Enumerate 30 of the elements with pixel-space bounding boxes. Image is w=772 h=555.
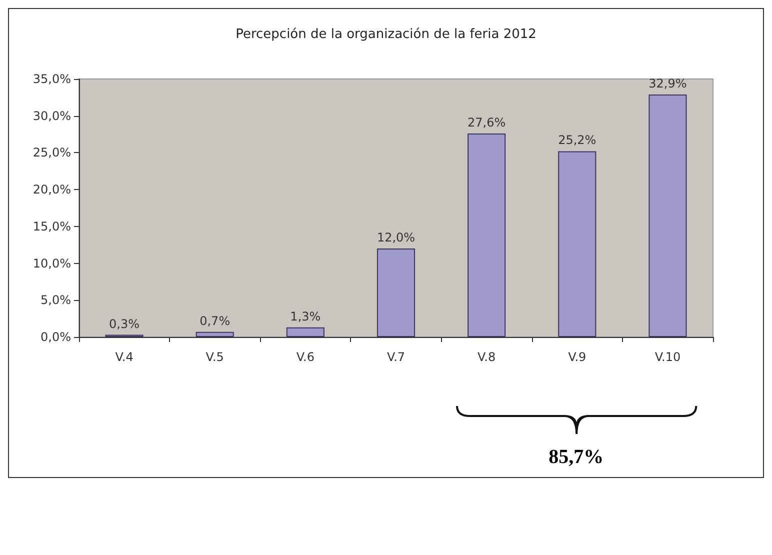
y-tick-label: 35,0% [32, 72, 71, 86]
y-tick-label: 5,0% [40, 293, 71, 308]
bar [468, 134, 506, 337]
y-tick-label: 15,0% [32, 219, 71, 234]
x-tick-label: V.4 [115, 350, 134, 364]
text: 85,7% [548, 446, 605, 469]
data-label: 1,3% [290, 309, 321, 324]
x-tick-label: V.8 [478, 350, 496, 364]
y-tick-label: 0,0% [40, 330, 71, 344]
bar [376, 248, 416, 337]
data-label: 12,0% [376, 230, 416, 245]
y-tick-label: 25,0% [32, 146, 71, 160]
bar [648, 94, 687, 337]
y-tick-label: 10,0% [32, 256, 71, 270]
x-tick-label: V.6 [296, 350, 314, 364]
bar [558, 151, 596, 337]
x-tick-label: V.10 [654, 350, 681, 364]
data-label: 32,9% [648, 76, 687, 90]
y-tick-label: 30,0% [32, 108, 71, 123]
data-label: 25,2% [558, 133, 596, 148]
data-label: 0,7% [200, 314, 230, 328]
y-tick-label: 20,0% [32, 182, 71, 197]
x-tick-label: V.7 [386, 350, 406, 364]
data-label: 27,6% [468, 116, 506, 130]
bar [286, 327, 324, 337]
data-label: 0,3% [109, 316, 140, 331]
chart-title: Percepción de la organización de la feria 2012 [236, 27, 536, 42]
bar [196, 332, 234, 337]
x-tick-label: V.9 [568, 350, 586, 364]
x-tick-label: V.5 [206, 350, 224, 364]
